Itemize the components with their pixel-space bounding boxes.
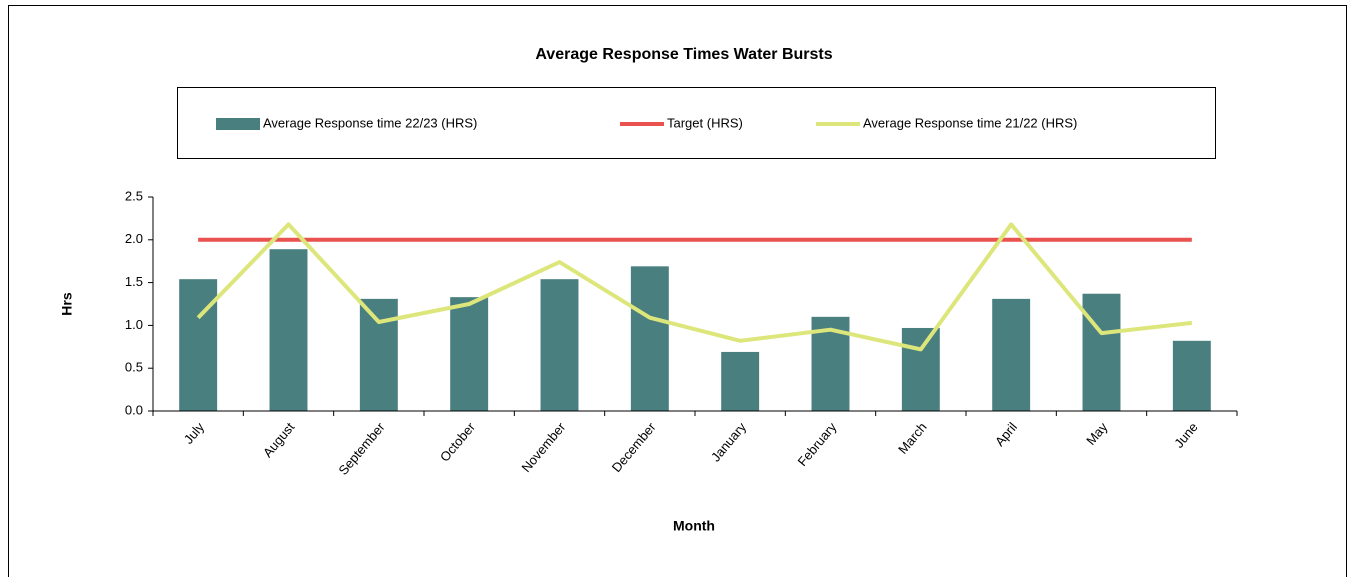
y-tick-label: 1.0	[125, 317, 143, 332]
bar	[1082, 293, 1121, 411]
y-axis-title: Hrs	[59, 292, 75, 316]
bar	[992, 298, 1031, 411]
line	[196, 222, 1193, 352]
bar	[540, 279, 579, 411]
bar	[901, 327, 940, 411]
bar	[630, 266, 669, 411]
legend-label: Average Response time 22/23 (HRS)	[263, 115, 477, 130]
bar	[179, 279, 218, 411]
bar	[721, 351, 760, 411]
legend-box	[177, 87, 1216, 159]
x-axis-title: Month	[673, 518, 715, 534]
y-tick-label: 2.0	[125, 231, 143, 246]
y-tick-label: 1.5	[125, 274, 143, 289]
bar	[450, 297, 489, 411]
legend-label: Average Response time 21/22 (HRS)	[863, 115, 1077, 130]
y-tick-label: 0.0	[125, 402, 143, 417]
legend-swatch	[216, 118, 260, 130]
bar	[1172, 340, 1211, 411]
chart-title: Average Response Times Water Bursts	[535, 46, 832, 63]
bar	[269, 249, 308, 411]
legend-label: Target (HRS)	[667, 115, 743, 130]
bar	[359, 298, 398, 411]
y-tick-label: 2.5	[125, 188, 143, 203]
y-tick-label: 0.5	[125, 360, 143, 375]
